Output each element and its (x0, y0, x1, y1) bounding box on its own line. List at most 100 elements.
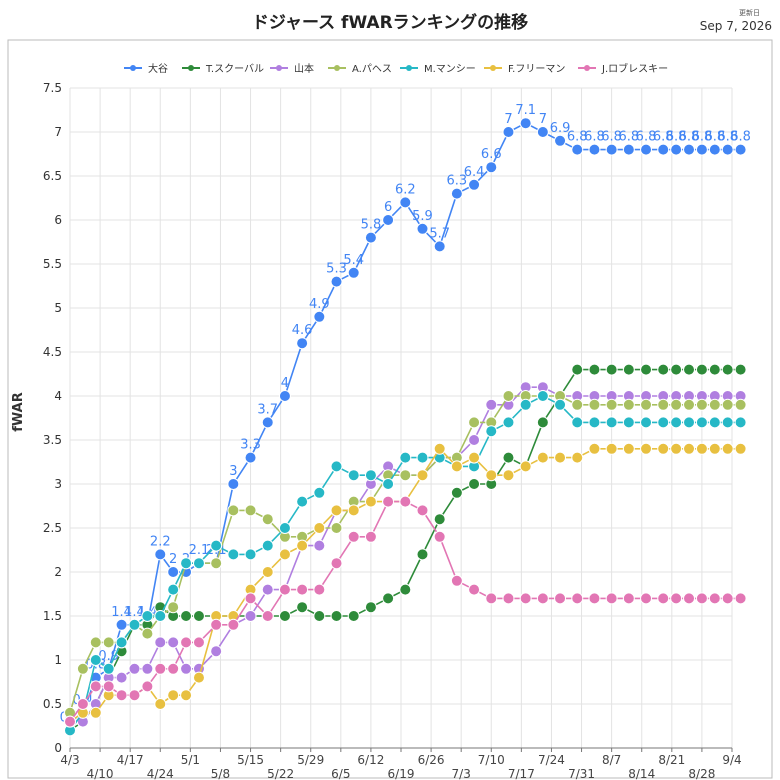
data-point (192, 557, 205, 570)
data-label: 3 (229, 464, 237, 479)
legend-marker (334, 65, 340, 71)
data-point (330, 460, 343, 473)
data-point (536, 390, 549, 402)
y-axis: 0 0.5 1 1.5 2 2.5 3 3.5 4 4.5 5 5.5 6 6.5 7 7.5 (43, 81, 62, 755)
data-point (622, 363, 635, 376)
y-tick-label: 7 (54, 125, 62, 139)
data-point (468, 178, 481, 191)
x-tick-label: 8/28 (688, 767, 715, 780)
data-point (657, 592, 670, 605)
data-point (502, 416, 515, 429)
data-point (708, 363, 721, 376)
data-point (519, 117, 532, 130)
data-point (670, 143, 683, 156)
data-point (554, 134, 567, 147)
data-point (571, 416, 584, 429)
data-label: 6.8 (567, 130, 588, 145)
data-point (399, 495, 412, 508)
data-point (416, 222, 429, 235)
x-tick-label: 7/24 (538, 753, 565, 767)
data-point (154, 610, 167, 622)
data-point (227, 478, 240, 490)
data-label: 6.8 (730, 130, 751, 145)
data-point (485, 161, 498, 174)
legend-marker (490, 65, 496, 71)
x-tick-label: 7/17 (508, 767, 535, 780)
data-point (708, 398, 721, 411)
data-point (695, 398, 708, 411)
data-point (721, 398, 734, 411)
legend-entry: 大谷 (148, 62, 168, 75)
data-point (382, 495, 395, 508)
data-point (588, 416, 601, 429)
data-point (670, 363, 683, 376)
legend-marker (130, 65, 136, 71)
data-point (364, 469, 377, 482)
data-label: 4.9 (309, 297, 330, 312)
y-tick-label: 7.5 (43, 81, 62, 95)
data-point (670, 398, 683, 411)
data-point (296, 539, 309, 552)
data-point (605, 416, 618, 429)
data-point (102, 636, 115, 649)
data-point (330, 504, 343, 517)
data-point (416, 451, 429, 464)
x-tick-label: 4/24 (147, 767, 174, 780)
data-point (640, 592, 653, 605)
x-tick-label: 7/10 (478, 753, 505, 767)
data-point (554, 398, 567, 411)
x-tick-label: 7/31 (568, 767, 595, 780)
data-point (313, 522, 326, 534)
data-point (708, 442, 721, 455)
data-point (89, 706, 102, 719)
x-tick-label: 8/21 (658, 753, 685, 767)
legend-marker (276, 65, 282, 71)
data-point (141, 627, 154, 640)
data-point (721, 143, 734, 156)
data-point (330, 522, 343, 534)
data-label: 7 (504, 112, 512, 127)
data-point (450, 574, 463, 587)
y-tick-label: 6.5 (43, 169, 62, 183)
y-tick-label: 5 (54, 301, 62, 315)
updated-label: 更新日 (739, 8, 760, 17)
data-point (64, 715, 76, 728)
data-point (296, 495, 309, 508)
y-tick-label: 1 (54, 653, 62, 667)
data-point (167, 601, 180, 614)
data-point (167, 662, 180, 675)
data-point (485, 592, 498, 605)
data-point (734, 363, 747, 376)
data-point (313, 539, 326, 552)
data-point (502, 469, 515, 482)
data-label: 3.3 (240, 438, 261, 453)
x-tick-label: 5/1 (181, 753, 200, 767)
data-label: 6.4 (464, 165, 485, 180)
data-point (450, 187, 463, 200)
data-label: 6.8 (601, 130, 622, 145)
y-tick-label: 0.5 (43, 697, 62, 711)
data-point (416, 504, 429, 517)
data-point (278, 548, 291, 561)
data-point (695, 363, 708, 376)
data-point (364, 495, 377, 508)
data-label: 1.4 (111, 605, 132, 620)
x-tick-label: 5/22 (267, 767, 294, 780)
data-point (571, 143, 584, 156)
data-label: 2.2 (150, 534, 171, 549)
legend-entry: J.ロブレスキー (601, 62, 668, 75)
data-point (244, 548, 257, 561)
data-point (536, 451, 549, 464)
data-point (683, 592, 696, 605)
data-point (502, 390, 515, 402)
data-point (622, 143, 635, 156)
data-point (502, 451, 515, 464)
data-point (640, 442, 653, 455)
data-point (708, 143, 721, 156)
data-point (180, 610, 193, 622)
x-axis: 4/3 4/104/174/24 5/1 5/8 5/155/225/29 6/5 6/12… (60, 747, 742, 780)
data-point (683, 416, 696, 429)
data-point (244, 451, 257, 464)
data-point (468, 478, 481, 490)
data-point (622, 398, 635, 411)
